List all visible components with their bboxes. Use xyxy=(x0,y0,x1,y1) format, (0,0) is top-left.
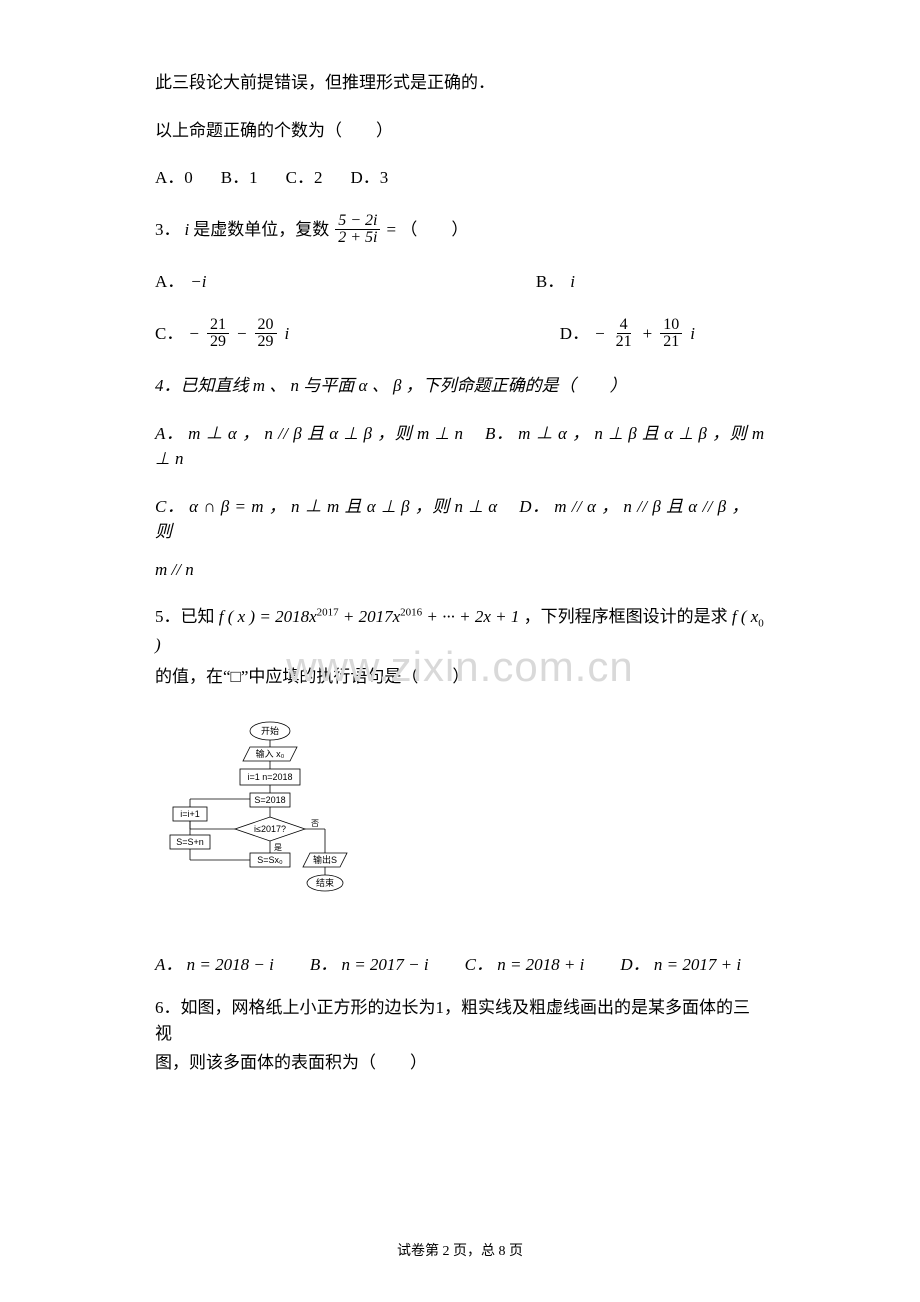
q5-mid: ，下列程序框图设计的是求 xyxy=(524,607,732,626)
q3-prefix: 3． xyxy=(155,217,181,243)
flow-s: S=2018 xyxy=(254,795,285,805)
q3-d-frac2: 10 21 xyxy=(660,317,682,352)
page: 此三段论大前提错误，但推理形式是正确的． 以上命题正确的个数为（ ） A．0 B… xyxy=(0,0,920,1302)
flow-step1: i=i+1 xyxy=(180,809,200,819)
q3-c-frac2: 20 29 xyxy=(255,317,277,352)
q3-c-f2-num: 20 xyxy=(255,317,277,335)
flowchart: 开始 输入 x₀ i=1 n=2018 S=2018 i≤2017? 是 S=S… xyxy=(155,719,355,924)
q3-i: i xyxy=(185,217,190,243)
q3-d-mid: + xyxy=(643,321,653,347)
q5-option-c: C． n = 2018 + i xyxy=(465,952,585,978)
flow-yes: 是 xyxy=(274,843,282,852)
q4-stem-text: 4．已知直线 m 、 n 与平面 α 、 β ，下列命题正确的是（ ） xyxy=(155,376,627,395)
q3-mid1: 是虚数单位，复数 xyxy=(193,217,329,243)
q3-c-f2-den: 29 xyxy=(255,334,277,351)
q3-b-label: B． xyxy=(536,269,564,295)
q4-c: C． α ∩ β = m ， n ⊥ m 且 α ⊥ β ，则 n ⊥ α xyxy=(155,497,498,516)
flow-start: 开始 xyxy=(261,725,279,736)
q3-option-a: A． −i xyxy=(155,269,206,295)
q5-e1: 2017 xyxy=(317,607,339,619)
q5-fx: f ( x ) = 2018x xyxy=(219,607,317,626)
q2-option-a: A．0 xyxy=(155,165,193,191)
q3-d-suffix: i xyxy=(690,321,695,347)
q4-ab: A． m ⊥ α ， n // β 且 α ⊥ β ，则 m ⊥ n B． m … xyxy=(155,421,765,472)
q3-d-f1-den: 21 xyxy=(613,334,635,351)
q4-a: A． m ⊥ α ， n // β 且 α ⊥ β ，则 m ⊥ n xyxy=(155,424,464,443)
q3-frac-den: 2 + 5i xyxy=(335,230,380,247)
q5-stem-line1: 5．已知 f ( x ) = 2018x2017 + 2017x2016 + ·… xyxy=(155,604,765,657)
q4-stem: 4．已知直线 m 、 n 与平面 α 、 β ，下列命题正确的是（ ） xyxy=(155,373,765,399)
q5-fx0b: ) xyxy=(155,635,161,654)
flow-cond: i≤2017? xyxy=(254,824,286,834)
q3-options-row2: C． − 21 29 − 20 29 i D． − 4 21 + 10 xyxy=(155,317,695,352)
q3-mid2: = （ ） xyxy=(386,217,468,243)
q3-c-label: C． xyxy=(155,321,183,347)
q3-d-label: D． xyxy=(560,321,589,347)
q3-c-suffix: i xyxy=(285,321,290,347)
q3-c-f1-num: 21 xyxy=(207,317,229,335)
q3-c-f1-den: 29 xyxy=(207,334,229,351)
q3-b-val: i xyxy=(570,269,575,295)
page-footer: 试卷第 2 页，总 8 页 xyxy=(0,1241,920,1262)
q3-stem: 3． i 是虚数单位，复数 5 − 2i 2 + 5i = （ ） xyxy=(155,213,765,248)
q3-a-label: A． xyxy=(155,269,184,295)
q3-d-f1-num: 4 xyxy=(617,317,631,335)
q3-a-val: −i xyxy=(190,269,206,295)
q5-sub0: 0 xyxy=(758,618,764,630)
flow-step3: S=Sx₀ xyxy=(257,855,283,865)
flow-end: 结束 xyxy=(316,877,334,888)
flow-init: i=1 n=2018 xyxy=(247,772,292,782)
q6-line1: 6．如图，网格纸上小正方形的边长为1，粗实线及粗虚线画出的是某多面体的三视 xyxy=(155,995,765,1046)
q2-option-b: B．1 xyxy=(221,165,258,191)
flow-no: 否 xyxy=(311,819,319,828)
q5-option-d: D． n = 2017 + i xyxy=(620,952,741,978)
q3-c-frac1: 21 29 xyxy=(207,317,229,352)
q3-c-prefix: − xyxy=(189,321,199,347)
q5-prefix: 5．已知 xyxy=(155,607,219,626)
q5-e2: 2016 xyxy=(400,607,422,619)
flow-out: 输出S xyxy=(313,854,337,865)
q2-option-d: D．3 xyxy=(350,165,388,191)
q5-fx0: f ( x xyxy=(732,607,758,626)
q2-option-c: C．2 xyxy=(286,165,323,191)
q3-d-f2-num: 10 xyxy=(660,317,682,335)
q5-option-b: B． n = 2017 − i xyxy=(310,952,429,978)
footer-text: 试卷第 2 页，总 8 页 xyxy=(397,1244,523,1259)
q3-d-prefix: − xyxy=(595,321,605,347)
paragraph-count-question: 以上命题正确的个数为（ ） xyxy=(155,118,765,144)
q3-option-b: B． i xyxy=(536,269,575,295)
q3-options-row1: A． −i B． i xyxy=(155,269,575,295)
q5-option-a: A． n = 2018 − i xyxy=(155,952,274,978)
q3-c-mid: − xyxy=(237,321,247,347)
q5-options: A． n = 2018 − i B． n = 2017 − i C． n = 2… xyxy=(155,952,765,978)
q5-stem-line2: 的值，在“□”中应填的执行语句是（ ） xyxy=(155,664,765,690)
q3-option-c: C． − 21 29 − 20 29 i xyxy=(155,317,289,352)
q2-options: A．0 B．1 C．2 D．3 xyxy=(155,165,765,191)
q4-d-cont: m // n xyxy=(155,557,765,583)
q5-plus2: + ··· + 2x + 1 xyxy=(426,607,519,626)
q3-d-f2-den: 21 xyxy=(660,334,682,351)
q3-d-frac1: 4 21 xyxy=(613,317,635,352)
q3-frac-num: 5 − 2i xyxy=(335,213,380,231)
paragraph-premise: 此三段论大前提错误，但推理形式是正确的． xyxy=(155,70,765,96)
q4-cd: C． α ∩ β = m ， n ⊥ m 且 α ⊥ β ，则 n ⊥ α D．… xyxy=(155,494,765,545)
q3-fraction: 5 − 2i 2 + 5i xyxy=(335,213,380,248)
q5-plus1: + 2017x xyxy=(343,607,400,626)
flow-step2: S=S+n xyxy=(176,837,204,847)
q6-line2: 图，则该多面体的表面积为（ ） xyxy=(155,1050,765,1076)
q3-option-d: D． − 4 21 + 10 21 i xyxy=(560,317,695,352)
flow-input: 输入 x₀ xyxy=(256,748,285,759)
